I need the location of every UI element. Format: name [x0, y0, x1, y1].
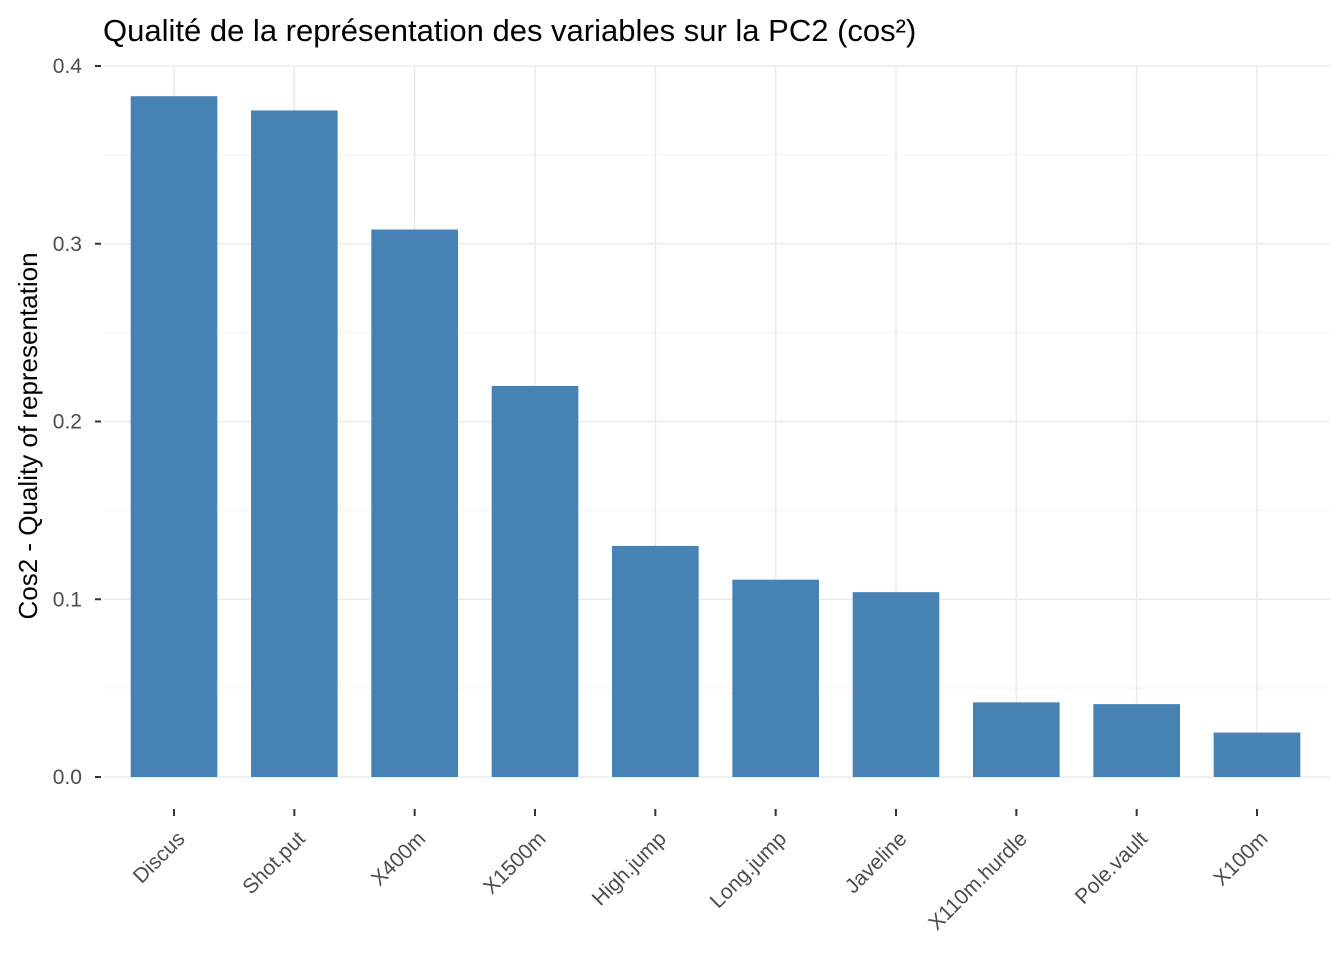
bar-pole-vault: [1093, 704, 1180, 777]
bar-x1500m: [491, 385, 579, 777]
bar-long-jump: [732, 579, 819, 777]
x-tick-label: X100m: [1209, 827, 1272, 890]
x-tick-label: Javeline: [841, 827, 912, 898]
y-tick-label: 0.2: [53, 411, 82, 434]
bar-x110m-hurdle: [973, 702, 1060, 777]
bar-x100m: [1213, 732, 1301, 777]
x-tick-label: X1500m: [479, 827, 551, 899]
y-tick-label: 0.0: [53, 766, 82, 789]
x-axis-ticks: Discus Shot.put X400m X1500m High.jump Long.j…: [129, 809, 1273, 935]
bar-javeline: [852, 592, 940, 777]
x-tick-label: Pole.vault: [1071, 827, 1153, 909]
x-tick-label: X400m: [367, 827, 430, 890]
bar-high-jump: [612, 545, 699, 777]
x-tick-label: Long.jump: [706, 827, 792, 913]
y-tick-label: 0.4: [53, 55, 83, 78]
bar-x400m: [371, 229, 458, 777]
x-tick-label: Shot.put: [238, 827, 310, 899]
x-tick-label: High.jump: [588, 827, 671, 910]
x-tick-label: Discus: [129, 827, 190, 888]
y-tick-label: 0.1: [53, 588, 82, 611]
x-tick-label: X110m.hurdle: [924, 827, 1032, 935]
chart-title: Qualité de la représentation des variabl…: [103, 13, 916, 48]
y-tick-label: 0.3: [53, 233, 82, 256]
bar-discus: [130, 96, 218, 777]
bar-shot-put: [251, 110, 338, 777]
y-axis-label: Cos2 - Quality of representation: [13, 252, 43, 619]
bars: [130, 96, 1301, 777]
y-axis-ticks: 0.0 0.1 0.2 0.3 0.4: [53, 55, 101, 789]
